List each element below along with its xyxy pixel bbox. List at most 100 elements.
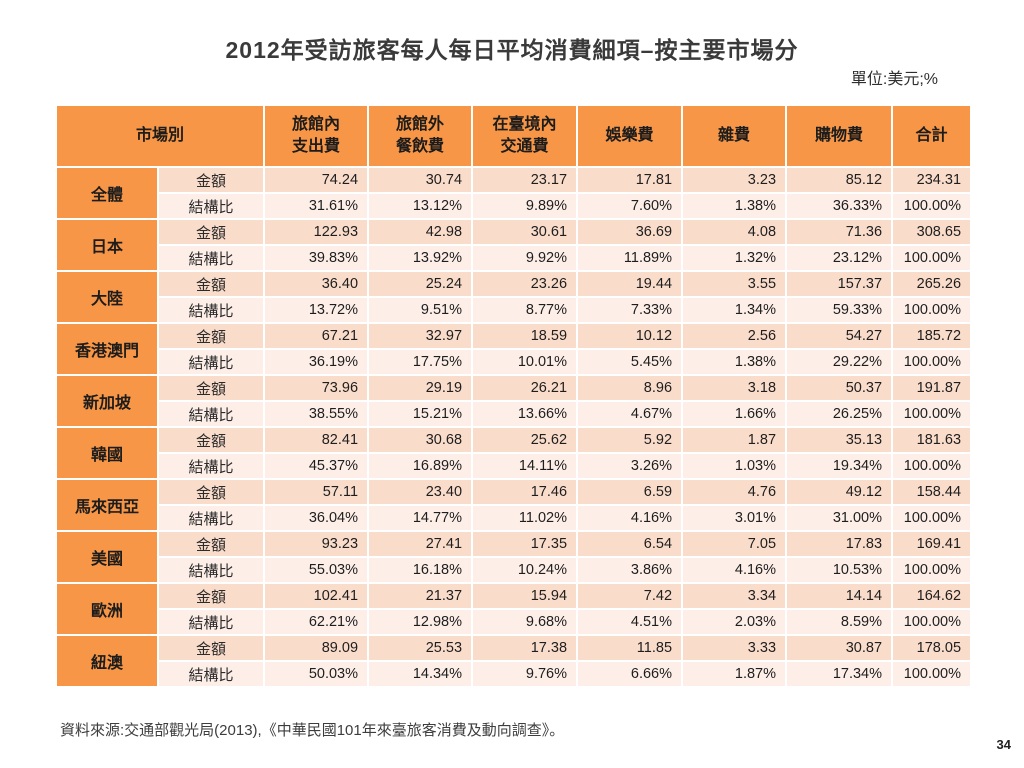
page-number: 34 [996, 737, 1011, 752]
amount-row-1: 日本 金額 122.93 42.98 30.61 36.69 4.08 71.36 308.65 [55, 218, 973, 272]
table-header-cell-4: 雜費 [681, 104, 788, 168]
ratio-cell-3-4: 1.38% [681, 348, 788, 376]
market-cell-3: 香港澳門 [55, 322, 159, 376]
ratio-label-1: 結構比 [156, 244, 266, 272]
ratio-cell-6-5: 31.00% [785, 504, 894, 532]
ratio-cell-7-2: 10.24% [471, 556, 579, 584]
amount-cell-2-5: 157.37 [785, 270, 894, 298]
ratio-cell-2-0: 13.72% [263, 296, 370, 324]
market-cell-0: 全體 [55, 166, 159, 220]
market-cell-1: 日本 [55, 218, 159, 272]
amount-cell-7-4: 7.05 [681, 530, 788, 558]
ratio-cell-8-0: 62.21% [263, 608, 370, 636]
amount-cell-2-1: 25.24 [367, 270, 474, 298]
amount-cell-1-6: 308.65 [891, 218, 973, 246]
ratio-cell-6-1: 14.77% [367, 504, 474, 532]
ratio-cell-2-1: 9.51% [367, 296, 474, 324]
ratio-cell-7-0: 55.03% [263, 556, 370, 584]
ratio-cell-2-2: 8.77% [471, 296, 579, 324]
amount-cell-6-3: 6.59 [576, 478, 684, 506]
amount-cell-8-2: 15.94 [471, 582, 579, 610]
ratio-cell-3-3: 5.45% [576, 348, 684, 376]
amount-cell-0-3: 17.81 [576, 166, 684, 194]
ratio-cell-2-5: 59.33% [785, 296, 894, 324]
amount-cell-2-0: 36.40 [263, 270, 370, 298]
amount-row-6: 馬來西亞 金額 57.11 23.40 17.46 6.59 4.76 49.12 158.44 [55, 478, 973, 532]
amount-cell-8-5: 14.14 [785, 582, 894, 610]
amount-cell-3-6: 185.72 [891, 322, 973, 350]
ratio-cell-0-2: 9.89% [471, 192, 579, 220]
page-title: 2012年受訪旅客每人每日平均消費細項–按主要市場分 [225, 37, 799, 63]
amount-label-4: 金額 [156, 374, 266, 402]
amount-cell-5-6: 181.63 [891, 426, 973, 454]
ratio-cell-5-3: 3.26% [576, 452, 684, 480]
amount-cell-0-5: 85.12 [785, 166, 894, 194]
ratio-cell-4-6: 100.00% [891, 400, 973, 428]
ratio-cell-5-6: 100.00% [891, 452, 973, 480]
amount-label-2: 金額 [156, 270, 266, 298]
amount-cell-6-4: 4.76 [681, 478, 788, 506]
table-header-cell-1: 旅館外 餐飲費 [367, 104, 474, 168]
amount-cell-8-6: 164.62 [891, 582, 973, 610]
amount-cell-3-5: 54.27 [785, 322, 894, 350]
ratio-row-9: 結構比 50.03% 14.34% 9.76% 6.66% 1.87% 17.34% 100.… [56, 660, 973, 688]
ratio-cell-1-2: 9.92% [471, 244, 579, 272]
amount-cell-6-2: 17.46 [471, 478, 579, 506]
amount-cell-8-3: 7.42 [576, 582, 684, 610]
ratio-cell-8-3: 4.51% [576, 608, 684, 636]
amount-cell-0-4: 3.23 [681, 166, 788, 194]
ratio-cell-1-3: 11.89% [576, 244, 684, 272]
amount-cell-5-5: 35.13 [785, 426, 894, 454]
ratio-cell-8-1: 12.98% [367, 608, 474, 636]
ratio-cell-8-5: 8.59% [785, 608, 894, 636]
amount-label-7: 金額 [156, 530, 266, 558]
ratio-cell-0-6: 100.00% [891, 192, 973, 220]
amount-cell-1-3: 36.69 [576, 218, 684, 246]
amount-cell-8-1: 21.37 [367, 582, 474, 610]
ratio-cell-2-4: 1.34% [681, 296, 788, 324]
ratio-cell-4-0: 38.55% [263, 400, 370, 428]
amount-cell-8-0: 102.41 [263, 582, 370, 610]
amount-row-7: 美國 金額 93.23 27.41 17.35 6.54 7.05 17.83 169.41 [55, 530, 973, 584]
ratio-row-5: 結構比 45.37% 16.89% 14.11% 3.26% 1.03% 19.34% 100… [56, 452, 973, 480]
ratio-cell-9-5: 17.34% [785, 660, 894, 688]
ratio-cell-9-1: 14.34% [367, 660, 474, 688]
amount-cell-6-5: 49.12 [785, 478, 894, 506]
source-note: 資料來源:交通部觀光局(2013),《中華民國101年來臺旅客消費及動向調查》。 [60, 722, 565, 739]
ratio-cell-5-2: 14.11% [471, 452, 579, 480]
ratio-cell-0-3: 7.60% [576, 192, 684, 220]
ratio-cell-0-1: 13.12% [367, 192, 474, 220]
amount-cell-0-2: 23.17 [471, 166, 579, 194]
ratio-cell-1-0: 39.83% [263, 244, 370, 272]
ratio-label-6: 結構比 [156, 504, 266, 532]
ratio-cell-3-1: 17.75% [367, 348, 474, 376]
amount-cell-7-6: 169.41 [891, 530, 973, 558]
ratio-label-5: 結構比 [156, 452, 266, 480]
amount-cell-6-0: 57.11 [263, 478, 370, 506]
market-column-header: 市場別 [54, 104, 266, 168]
amount-label-6: 金額 [156, 478, 266, 506]
consumption-table: 市場別 旅館內 支出費 旅館外 餐飲費 在臺境內 交通費 娛樂費 雜費 購物費 合計 全體 金額… [54, 104, 973, 688]
amount-row-4: 新加坡 金額 73.96 29.19 26.21 8.96 3.18 50.37 191.87 [55, 374, 973, 428]
amount-cell-2-2: 23.26 [471, 270, 579, 298]
amount-cell-5-1: 30.68 [367, 426, 474, 454]
amount-cell-4-3: 8.96 [576, 374, 684, 402]
amount-cell-9-1: 25.53 [367, 634, 474, 662]
table-header-cell-0: 旅館內 支出費 [263, 104, 370, 168]
ratio-cell-9-2: 9.76% [471, 660, 579, 688]
amount-cell-7-0: 93.23 [263, 530, 370, 558]
ratio-cell-2-3: 7.33% [576, 296, 684, 324]
ratio-label-2: 結構比 [156, 296, 266, 324]
ratio-cell-6-4: 3.01% [681, 504, 788, 532]
amount-row-3: 香港澳門 金額 67.21 32.97 18.59 10.12 2.56 54.27 185.7… [55, 322, 973, 376]
ratio-cell-7-3: 3.86% [576, 556, 684, 584]
market-cell-5: 韓國 [55, 426, 159, 480]
amount-row-9: 紐澳 金額 89.09 25.53 17.38 11.85 3.33 30.87 178.05 [55, 634, 973, 688]
ratio-cell-1-6: 100.00% [891, 244, 973, 272]
amount-cell-0-6: 234.31 [891, 166, 973, 194]
ratio-cell-2-6: 100.00% [891, 296, 973, 324]
amount-cell-7-1: 27.41 [367, 530, 474, 558]
amount-cell-4-6: 191.87 [891, 374, 973, 402]
amount-label-5: 金額 [156, 426, 266, 454]
ratio-cell-3-5: 29.22% [785, 348, 894, 376]
